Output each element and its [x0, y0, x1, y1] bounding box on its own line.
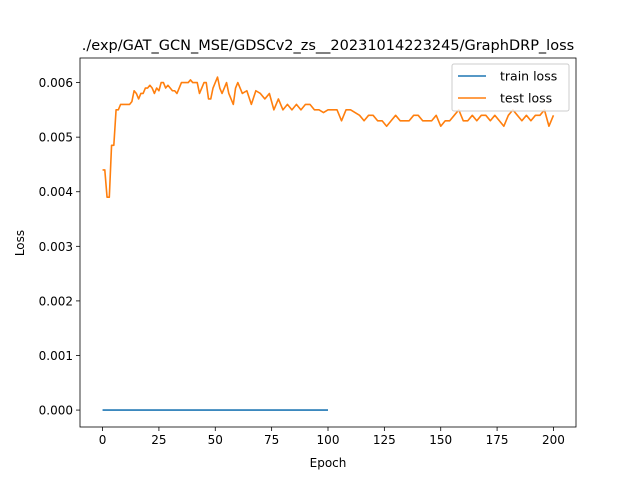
y-tick-label: 0.004 — [39, 185, 73, 199]
y-tick-label: 0.000 — [39, 404, 73, 418]
y-tick-label: 0.001 — [39, 349, 73, 363]
x-tick-label: 0 — [99, 433, 107, 447]
x-tick-label: 75 — [264, 433, 279, 447]
x-tick-label: 175 — [486, 433, 509, 447]
y-axis-ticks: 0.000 0.001 0.002 0.003 0.004 0.005 0.006 — [39, 76, 80, 418]
x-tick-label: 150 — [429, 433, 452, 447]
plot-area — [102, 76, 555, 411]
x-tick-label: 200 — [542, 433, 565, 447]
x-tick-label: 50 — [208, 433, 223, 447]
y-tick-label: 0.005 — [39, 131, 73, 145]
x-axis-label: Epoch — [310, 456, 347, 470]
x-tick-label: 100 — [317, 433, 340, 447]
legend-label-2: test loss — [500, 91, 552, 106]
y-tick-label: 0.003 — [39, 240, 73, 254]
axes-frame — [79, 57, 577, 428]
chart-title: ./exp/GAT_GCN_MSE/GDSCv2_zs__20231014223… — [82, 38, 574, 54]
legend: train loss test loss — [451, 63, 570, 112]
legend-label-1: train loss — [500, 69, 557, 84]
x-axis-ticks: 0 25 50 75 100 125 150 175 200 — [99, 427, 565, 447]
series-line-2 — [102, 76, 555, 198]
y-axis-label: Loss — [13, 230, 27, 256]
x-tick-label: 125 — [373, 433, 396, 447]
y-tick-label: 0.002 — [39, 294, 73, 308]
x-tick-label: 25 — [151, 433, 166, 447]
y-tick-label: 0.006 — [39, 76, 73, 90]
